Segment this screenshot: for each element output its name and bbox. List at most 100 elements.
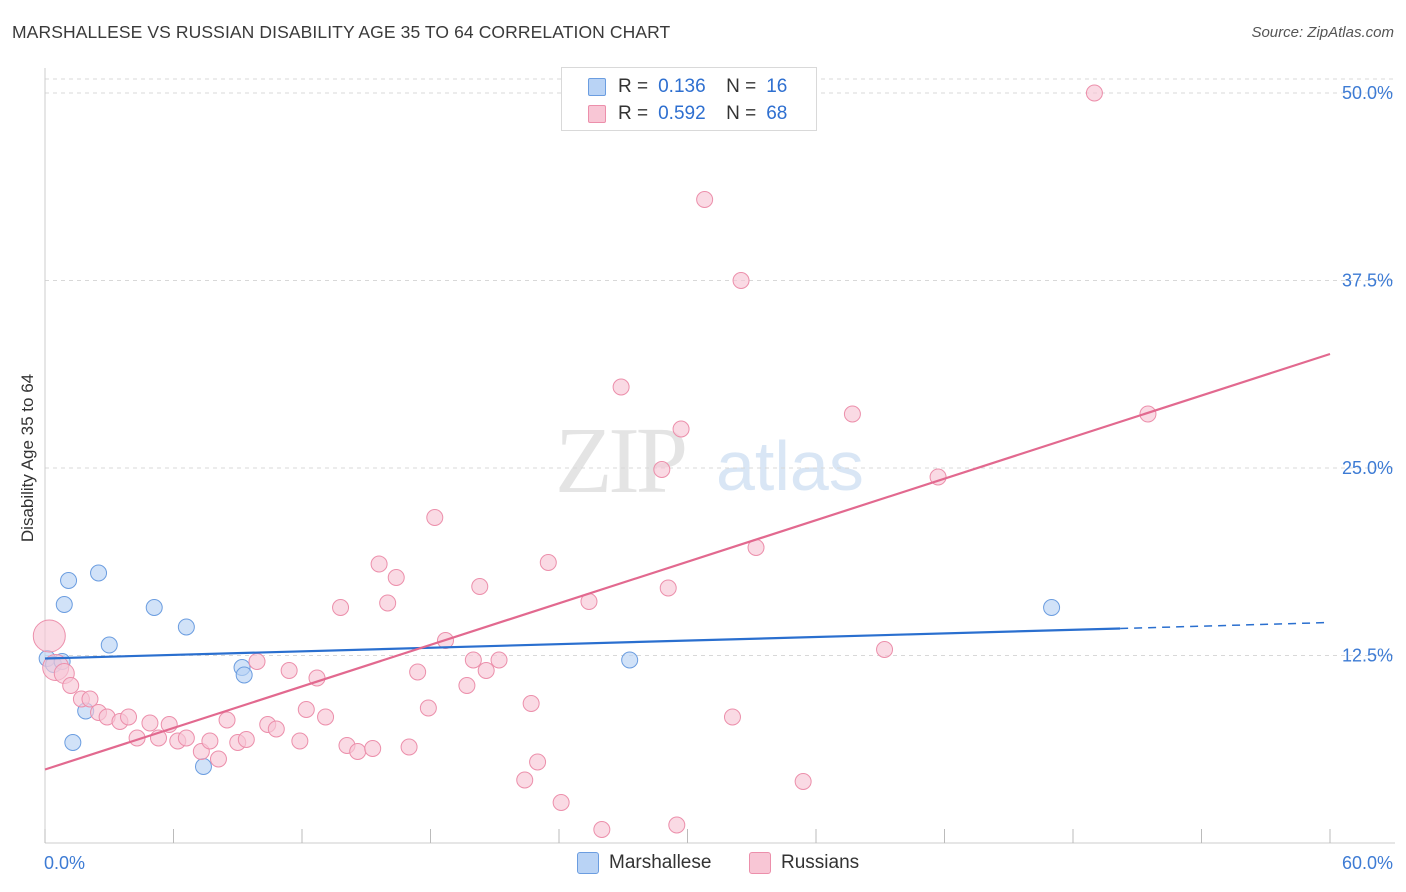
russians-point bbox=[218, 711, 236, 729]
russians-point bbox=[317, 708, 335, 726]
marshallese-legend-swatch bbox=[577, 852, 599, 874]
russians-point bbox=[387, 569, 405, 586]
watermark-zip: ZIP bbox=[555, 409, 685, 513]
russians-point bbox=[696, 191, 714, 208]
russians-point bbox=[477, 662, 495, 679]
legend-item-russians[interactable]: Russians bbox=[749, 852, 859, 874]
russians-trend-line bbox=[44, 352, 1331, 771]
russians-point bbox=[458, 677, 476, 694]
russians-point bbox=[659, 579, 677, 597]
russians-point bbox=[32, 619, 66, 653]
marshallese-point bbox=[100, 636, 118, 654]
russians-legend-swatch bbox=[749, 852, 771, 874]
legend-row-marshallese: R = 0.136 N = 16 bbox=[588, 75, 787, 99]
russians-point bbox=[426, 509, 444, 526]
n-label: N = bbox=[726, 76, 757, 97]
russians-swatch bbox=[588, 105, 606, 123]
russians-point bbox=[876, 641, 894, 658]
russians-point bbox=[419, 699, 437, 717]
marshallese-point bbox=[60, 572, 78, 589]
russians-point bbox=[653, 461, 671, 478]
russians-point bbox=[267, 720, 285, 738]
russians-point bbox=[237, 731, 255, 748]
marshallese-point bbox=[64, 734, 82, 751]
n-value: 68 bbox=[766, 103, 788, 124]
r-label: R = bbox=[618, 76, 649, 97]
russians-point bbox=[400, 738, 418, 756]
marshallese-point bbox=[194, 758, 212, 775]
russians-point bbox=[471, 578, 489, 595]
russians-point bbox=[248, 653, 266, 670]
marshallese-point bbox=[55, 596, 73, 613]
russians-point bbox=[409, 663, 427, 681]
russians-point bbox=[464, 651, 482, 669]
y-tick-label: 37.5% bbox=[1342, 271, 1393, 291]
russians-point bbox=[522, 695, 540, 712]
russians-point bbox=[201, 732, 219, 750]
russians-point bbox=[672, 420, 690, 438]
russians-point bbox=[379, 594, 397, 612]
source-credit: Source: ZipAtlas.com bbox=[1251, 24, 1394, 41]
russians-point bbox=[364, 740, 382, 757]
russians-point bbox=[732, 272, 750, 289]
trend-lines bbox=[44, 352, 1331, 771]
y-tick-label: 25.0% bbox=[1342, 458, 1393, 478]
series-legend: Marshallese Russians bbox=[0, 852, 1406, 878]
russians-point bbox=[552, 794, 570, 811]
russians-point bbox=[62, 677, 80, 694]
marshallese-trend-line bbox=[44, 627, 1121, 660]
legend-row-russians: R = 0.592 N = 68 bbox=[588, 102, 787, 126]
axis-labels: 12.5% 25.0% 37.5% 50.0% 0.0% 60.0% Disability … bbox=[18, 83, 1393, 873]
marshallese-point bbox=[145, 599, 163, 616]
marshallese-legend-label: Marshallese bbox=[609, 852, 712, 873]
russians-point bbox=[668, 816, 686, 834]
russians-point bbox=[516, 771, 534, 789]
russians-point bbox=[1085, 84, 1103, 102]
correlation-legend: R = 0.136 N = 16 R = 0.592 N = 68 bbox=[561, 67, 817, 131]
russians-point bbox=[177, 729, 195, 747]
n-value: 16 bbox=[766, 76, 788, 97]
russians-point bbox=[593, 821, 611, 838]
n-label: N = bbox=[726, 103, 757, 124]
marshallese-point bbox=[235, 666, 253, 684]
axes bbox=[44, 68, 1395, 844]
russians-point bbox=[332, 599, 350, 616]
legend-item-marshallese[interactable]: Marshallese bbox=[577, 852, 711, 874]
russians-point bbox=[490, 651, 508, 669]
russians-point bbox=[723, 708, 741, 726]
russians-point bbox=[539, 554, 557, 571]
russians-point bbox=[370, 555, 388, 573]
russians-point bbox=[141, 714, 159, 732]
russians-point bbox=[291, 732, 309, 750]
watermark: ZIP atlas bbox=[555, 409, 864, 513]
russians-point bbox=[280, 662, 298, 679]
russians-point bbox=[843, 405, 861, 423]
russians-point bbox=[794, 773, 812, 790]
r-value: 0.592 bbox=[658, 103, 706, 124]
russians-point bbox=[612, 378, 630, 396]
russians-point bbox=[81, 690, 99, 708]
russians-point bbox=[209, 750, 227, 768]
marshallese-point bbox=[90, 564, 108, 582]
russians-legend-label: Russians bbox=[781, 852, 860, 873]
marshallese-trend-extension bbox=[1120, 621, 1331, 630]
marshallese-point bbox=[1043, 599, 1061, 616]
x-tick-label: 60.0% bbox=[1342, 853, 1393, 873]
marshallese-swatch bbox=[588, 78, 606, 96]
russians-point bbox=[120, 708, 138, 726]
chart-title: MARSHALLESE VS RUSSIAN DISABILITY AGE 35… bbox=[12, 22, 671, 42]
y-axis-title: Disability Age 35 to 64 bbox=[18, 374, 37, 542]
russians-point bbox=[529, 753, 547, 771]
r-value: 0.136 bbox=[658, 76, 706, 97]
marshallese-point bbox=[621, 651, 639, 669]
russians-point bbox=[349, 743, 367, 760]
r-label: R = bbox=[618, 103, 649, 124]
russians-point bbox=[297, 701, 315, 718]
marshallese-point bbox=[177, 618, 195, 636]
watermark-atlas: atlas bbox=[716, 427, 864, 505]
y-tick-label: 12.5% bbox=[1342, 646, 1393, 666]
y-tick-label: 50.0% bbox=[1342, 83, 1393, 103]
gridlines bbox=[45, 78, 1395, 656]
x-tick-label: 0.0% bbox=[44, 853, 85, 873]
